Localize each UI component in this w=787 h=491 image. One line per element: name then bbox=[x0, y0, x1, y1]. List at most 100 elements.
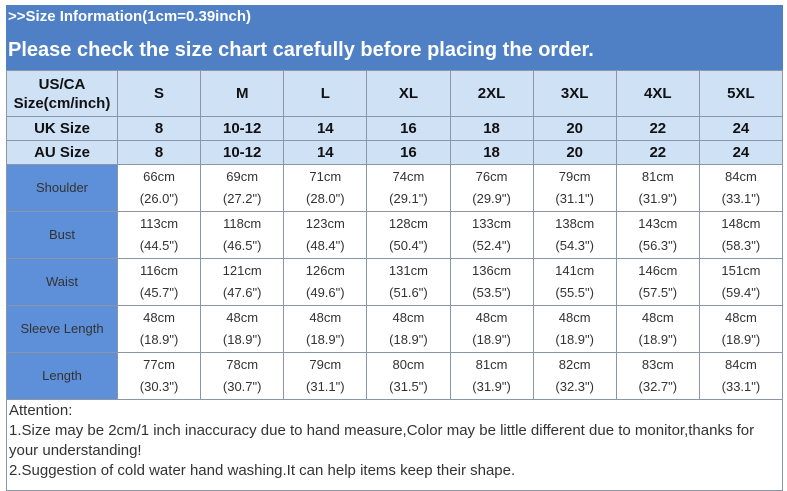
cm-value: 123cm bbox=[305, 216, 345, 231]
uk-size-value: 10-12 bbox=[200, 116, 285, 141]
uk-size-label: UK Size bbox=[6, 116, 118, 141]
inch-value: (59.4") bbox=[721, 285, 761, 300]
measurement-label: Waist bbox=[6, 258, 118, 306]
measurement-cell: 84cm (33.1") bbox=[698, 164, 784, 212]
size-column-header: 4XL bbox=[615, 70, 700, 117]
measurement-cell: 48cm (18.9") bbox=[283, 305, 368, 353]
measurement-cell: 141cm (55.5") bbox=[532, 258, 617, 306]
inch-value: (33.1") bbox=[721, 191, 761, 206]
inch-value: (18.9") bbox=[306, 332, 345, 347]
au-size-value: 14 bbox=[283, 140, 368, 165]
au-size-value: 18 bbox=[449, 140, 534, 165]
cm-value: 143cm bbox=[638, 216, 678, 231]
size-column-header: XL bbox=[366, 70, 451, 117]
inch-value: (57.5") bbox=[638, 285, 678, 300]
cm-value: 48cm bbox=[309, 310, 342, 325]
au-size-value: 8 bbox=[116, 140, 202, 165]
measurement-cell: 48cm (18.9") bbox=[200, 305, 285, 353]
inch-value: (49.6") bbox=[306, 285, 345, 300]
measurement-cell: 83cm (32.7") bbox=[615, 352, 700, 400]
measurement-cell: 71cm (28.0") bbox=[283, 164, 368, 212]
au-size-value: 24 bbox=[698, 140, 784, 165]
measurement-cell: 79cm (31.1") bbox=[532, 164, 617, 212]
cm-value: 84cm bbox=[725, 357, 757, 372]
size-column-header: M bbox=[200, 70, 285, 117]
cm-value: 131cm bbox=[388, 263, 428, 278]
inch-value: (18.9") bbox=[638, 332, 678, 347]
inch-value: (18.9") bbox=[389, 332, 428, 347]
cm-value: 71cm bbox=[309, 169, 342, 184]
inch-value: (31.1") bbox=[306, 379, 345, 394]
inch-value: (29.9") bbox=[472, 191, 511, 206]
measurement-cell: 78cm (30.7") bbox=[200, 352, 285, 400]
inch-value: (53.5") bbox=[472, 285, 511, 300]
measurement-cell: 118cm (46.5") bbox=[200, 211, 285, 259]
inch-value: (50.4") bbox=[389, 238, 428, 253]
size-table: US/CA Size(cm/inch) S M L XL 2XL 3XL 4XL 5XL UK S… bbox=[6, 70, 784, 400]
cm-value: 151cm bbox=[721, 263, 761, 278]
cm-value: 81cm bbox=[475, 357, 508, 372]
size-column-header: L bbox=[283, 70, 368, 117]
attention-heading: Attention: bbox=[9, 402, 73, 419]
uk-size-row: UK Size 8 10-12 14 16 18 20 22 24 bbox=[6, 116, 784, 141]
cm-value: 74cm bbox=[392, 169, 425, 184]
cm-value: 66cm bbox=[143, 169, 175, 184]
inch-value: (30.3") bbox=[139, 379, 179, 394]
inch-value: (27.2") bbox=[222, 191, 262, 206]
inch-value: (54.3") bbox=[555, 238, 594, 253]
measurement-cell: 113cm (44.5") bbox=[116, 211, 202, 259]
measurement-cell: 48cm (18.9") bbox=[366, 305, 451, 353]
size-info-subtitle: Please check the size chart carefully be… bbox=[6, 30, 783, 70]
cm-value: 136cm bbox=[472, 263, 512, 278]
au-size-row: AU Size 8 10-12 14 16 18 20 22 24 bbox=[6, 140, 784, 165]
attention-line: 1.Size may be 2cm/1 inch inaccuracy due … bbox=[9, 422, 755, 459]
inch-value: (56.3") bbox=[638, 238, 678, 253]
cm-value: 48cm bbox=[725, 310, 757, 325]
uk-size-value: 14 bbox=[283, 116, 368, 141]
measurement-label: Sleeve Length bbox=[6, 305, 118, 353]
inch-value: (31.9") bbox=[472, 379, 511, 394]
inch-value: (58.3") bbox=[721, 238, 761, 253]
measurement-cell: 148cm (58.3") bbox=[698, 211, 784, 259]
measurement-cell: 48cm (18.9") bbox=[615, 305, 700, 353]
cm-value: 48cm bbox=[641, 310, 674, 325]
size-column-header: 2XL bbox=[449, 70, 534, 117]
inch-value: (30.7") bbox=[222, 379, 262, 394]
cm-value: 81cm bbox=[641, 169, 674, 184]
cm-value: 116cm bbox=[140, 263, 179, 278]
inch-value: (32.7") bbox=[638, 379, 678, 394]
cm-value: 128cm bbox=[388, 216, 428, 231]
size-info-title: >>Size Information(1cm=0.39inch) bbox=[6, 5, 783, 30]
measurement-cell: 82cm (32.3") bbox=[532, 352, 617, 400]
inch-value: (55.5") bbox=[555, 285, 594, 300]
inch-value: (18.9") bbox=[472, 332, 511, 347]
cm-value: 69cm bbox=[226, 169, 259, 184]
inch-value: (28.0") bbox=[306, 191, 345, 206]
measurement-cell: 133cm (52.4") bbox=[449, 211, 534, 259]
measurement-cell: 143cm (56.3") bbox=[615, 211, 700, 259]
inch-value: (51.6") bbox=[389, 285, 428, 300]
measurement-cell: 151cm (59.4") bbox=[698, 258, 784, 306]
measurement-cell: 48cm (18.9") bbox=[532, 305, 617, 353]
measurement-cell: 126cm (49.6") bbox=[283, 258, 368, 306]
measurement-cell: 146cm (57.5") bbox=[615, 258, 700, 306]
uk-size-value: 22 bbox=[615, 116, 700, 141]
us-ca-size-label: US/CA Size(cm/inch) bbox=[6, 70, 118, 117]
measurement-cell: 77cm (30.3") bbox=[116, 352, 202, 400]
measurement-cell: 81cm (31.9") bbox=[615, 164, 700, 212]
measurement-label: Bust bbox=[6, 211, 118, 259]
cm-value: 79cm bbox=[309, 357, 342, 372]
uk-size-value: 18 bbox=[449, 116, 534, 141]
cm-value: 113cm bbox=[140, 216, 179, 231]
cm-value: 148cm bbox=[721, 216, 761, 231]
inch-value: (18.9") bbox=[721, 332, 761, 347]
measurement-row: Bust 113cm (44.5") 118cm (46.5") 123cm (48.4")… bbox=[6, 211, 784, 259]
measurement-label: Length bbox=[6, 352, 118, 400]
measurement-cell: 80cm (31.5") bbox=[366, 352, 451, 400]
measurement-cell: 69cm (27.2") bbox=[200, 164, 285, 212]
cm-value: 146cm bbox=[638, 263, 678, 278]
cm-value: 83cm bbox=[641, 357, 674, 372]
inch-value: (33.1") bbox=[721, 379, 761, 394]
cm-value: 141cm bbox=[555, 263, 595, 278]
cm-value: 133cm bbox=[472, 216, 512, 231]
